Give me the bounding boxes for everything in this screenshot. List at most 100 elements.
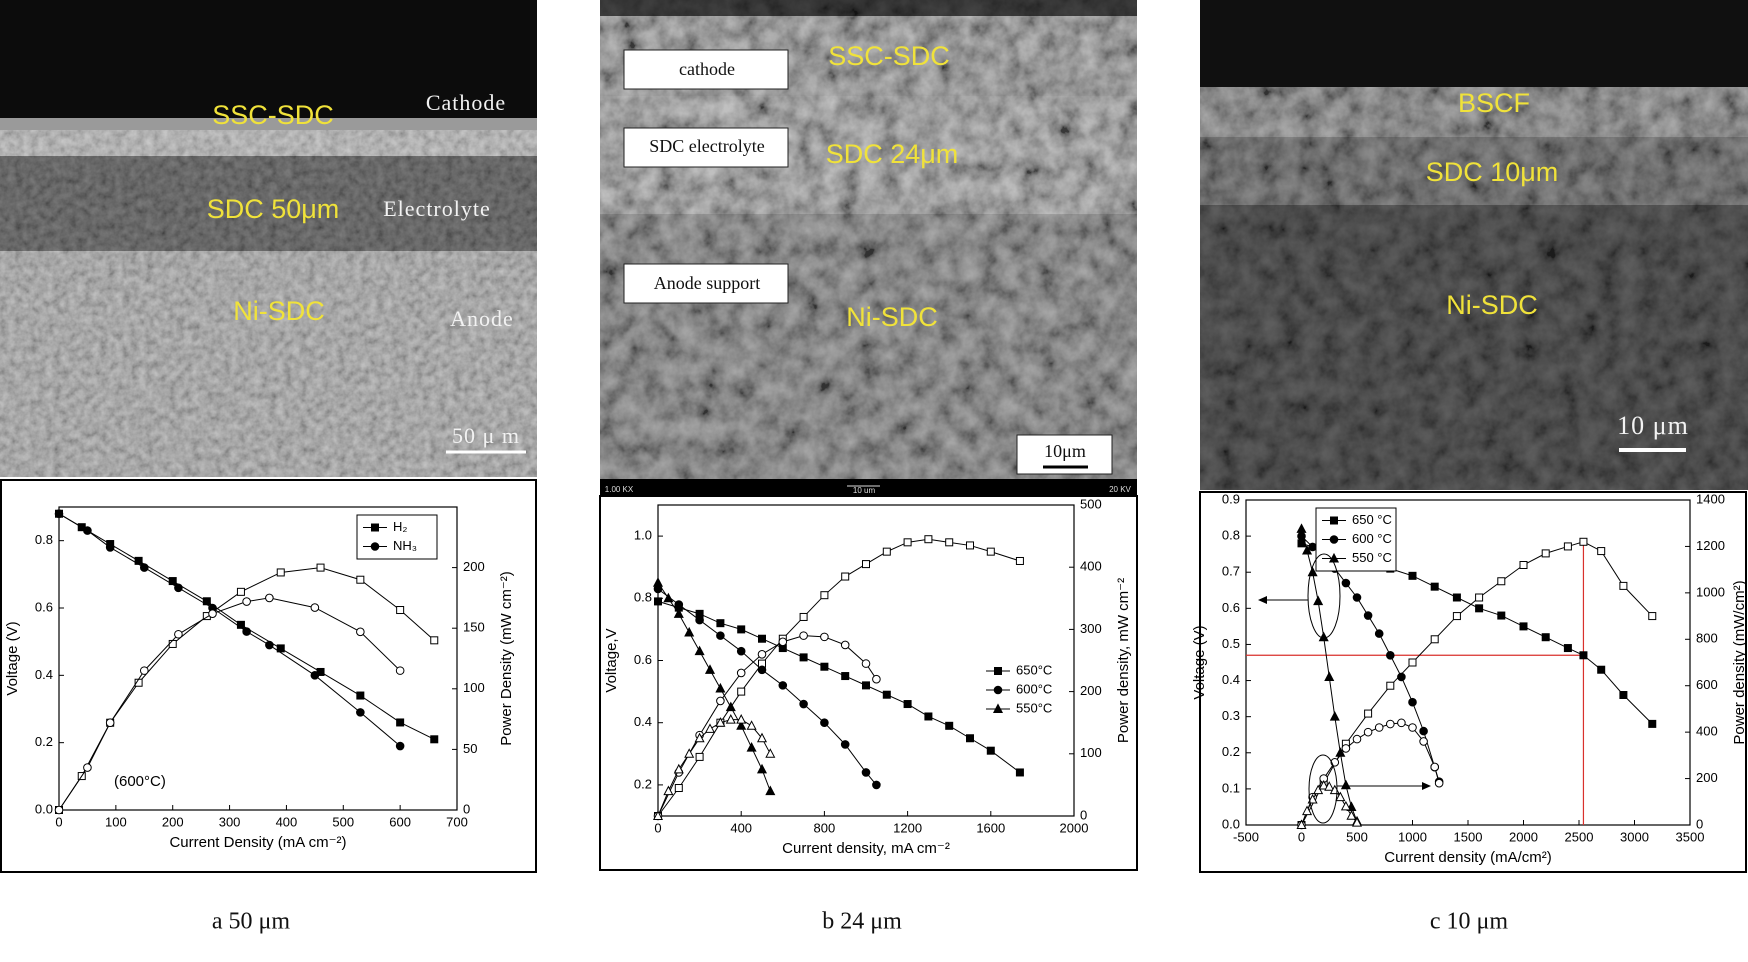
layer-label: SDC 10μm <box>1426 157 1559 187</box>
marker <box>778 637 788 647</box>
marker <box>758 634 766 643</box>
marker <box>736 720 747 730</box>
marker <box>1397 718 1406 728</box>
y2-tick-label: 200 <box>463 559 485 574</box>
y2-tick-label: 0 <box>1080 807 1087 822</box>
marker <box>105 543 115 552</box>
y-tick-label: 0.3 <box>1222 708 1240 723</box>
x-tick-label: 0 <box>55 814 62 829</box>
marker <box>310 603 320 612</box>
marker <box>1563 644 1572 653</box>
marker <box>1364 709 1373 718</box>
x-tick-label: -500 <box>1233 829 1259 844</box>
marker <box>356 575 365 584</box>
y2-axis-title: Power density (mW/cm²) <box>1731 580 1748 744</box>
marker <box>994 667 1002 675</box>
y-tick-label: 0.6 <box>634 652 652 667</box>
marker <box>370 542 380 551</box>
marker <box>945 721 954 730</box>
layer-label: Electrolyte <box>383 196 491 221</box>
marker <box>966 541 974 550</box>
marker <box>1296 523 1307 533</box>
marker <box>1475 593 1484 602</box>
marker <box>841 672 850 681</box>
marker <box>820 591 829 600</box>
marker <box>1341 578 1351 588</box>
marker <box>395 666 405 675</box>
callout-ellipse <box>1307 553 1341 639</box>
y-tick-label: 0.4 <box>634 714 652 729</box>
marker <box>654 597 662 606</box>
x-tick-label: 800 <box>814 820 836 835</box>
x-tick-label: 0 <box>1298 829 1305 844</box>
marker <box>54 509 64 519</box>
marker <box>704 723 716 733</box>
marker <box>1313 784 1324 795</box>
marker <box>1434 778 1444 788</box>
marker <box>684 626 695 637</box>
marker <box>1296 819 1307 829</box>
marker <box>1397 672 1406 682</box>
marker <box>674 600 684 609</box>
legend-label: 650°C <box>1016 662 1052 677</box>
x-tick-label: 1600 <box>976 820 1005 835</box>
x-tick-label: 1500 <box>1454 829 1483 844</box>
marker <box>265 640 274 650</box>
marker <box>1408 697 1417 707</box>
marker <box>737 687 746 696</box>
marker <box>1330 516 1338 525</box>
y-tick-label: 0.8 <box>634 590 652 605</box>
marker <box>765 748 776 758</box>
marker <box>1597 665 1606 674</box>
marker <box>694 645 705 656</box>
y2-axis-title: Power density, mW cm⁻² <box>1115 578 1132 743</box>
layer-label: SSC-SDC <box>828 41 950 71</box>
marker <box>1352 734 1362 744</box>
marker <box>986 746 995 755</box>
y-tick-label: 0.9 <box>1222 491 1240 506</box>
x-tick-label: 400 <box>276 814 298 829</box>
box-label: Anode support <box>654 273 761 293</box>
marker <box>356 691 365 700</box>
marker <box>799 612 808 621</box>
marker <box>1374 629 1384 638</box>
x-tick-label: 1200 <box>893 820 922 835</box>
legend-label: 550°C <box>1016 700 1052 715</box>
y-tick-label: 0.4 <box>1222 672 1240 687</box>
sem-image-c: BSCF SDC 10μm Ni-SDC 10 μm <box>1200 0 1748 490</box>
marker <box>310 671 320 680</box>
box-label: cathode <box>679 59 735 79</box>
y2-tick-label: 300 <box>1080 621 1102 636</box>
marker <box>756 763 768 774</box>
marker <box>1386 681 1395 690</box>
marker <box>820 632 829 642</box>
marker <box>992 703 1004 713</box>
marker <box>1430 635 1439 644</box>
chart-frame <box>1199 491 1747 873</box>
marker <box>799 631 808 640</box>
marker <box>1297 539 1306 548</box>
y-tick-label: 0.0 <box>35 801 53 816</box>
marker <box>396 718 405 727</box>
marker <box>684 748 695 758</box>
x-tick-label: 500 <box>1346 829 1368 844</box>
marker <box>820 662 829 671</box>
marker <box>139 666 149 675</box>
legend-label: 550 °C <box>1352 550 1392 565</box>
y2-tick-label: 0 <box>1696 816 1703 831</box>
marker <box>1363 727 1373 737</box>
y-tick-label: 0.7 <box>1222 564 1240 579</box>
x-axis-title: Current density (mA/cm²) <box>1384 849 1552 866</box>
marker <box>820 718 829 728</box>
marker <box>316 563 325 572</box>
y2-axis-title: Power Density (mW cm⁻²) <box>498 571 515 746</box>
x-tick-label: 200 <box>162 814 184 829</box>
y2-tick-label: 600 <box>1696 677 1718 692</box>
marker <box>276 568 285 577</box>
y2-tick-label: 200 <box>1696 770 1718 785</box>
x-tick-label: 3000 <box>1620 829 1649 844</box>
marker <box>993 685 1003 695</box>
marker <box>1329 711 1340 721</box>
y-tick-label: 0.0 <box>1222 816 1240 831</box>
y-tick-label: 0.2 <box>634 776 652 791</box>
